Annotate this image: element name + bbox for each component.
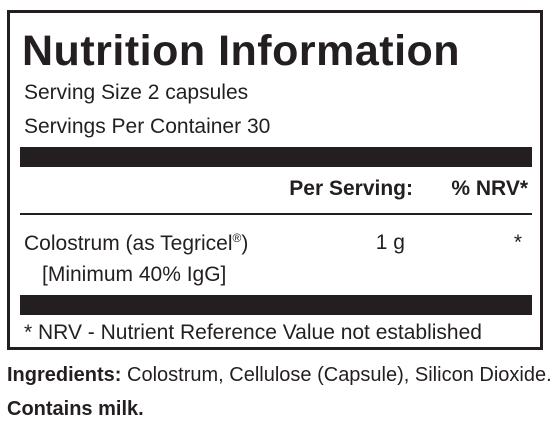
ingredients-text: Colostrum, Cellulose (Capsule), Silicon … <box>127 364 552 386</box>
ingredients-label: Ingredients: <box>7 364 122 386</box>
nutrient-name-close: ) <box>241 232 249 255</box>
nutrient-name: Colostrum (as Tegricel®) <box>24 231 248 256</box>
nutrient-amount: 1 g <box>375 231 405 254</box>
servings-per-container: Servings Per Container 30 <box>24 115 271 138</box>
nrv-footnote: * NRV - Nutrient Reference Value not est… <box>24 321 482 344</box>
top-divider-bar <box>20 147 532 167</box>
registered-mark: ® <box>232 231 242 245</box>
panel-title: Nutrition Information <box>22 27 461 75</box>
nutrient-note: [Minimum 40% IgG] <box>42 263 227 286</box>
bottom-divider-bar <box>20 295 532 315</box>
ingredients-line: Ingredients: Colostrum, Cellulose (Capsu… <box>7 364 552 387</box>
nutrient-name-text: Colostrum (as Tegricel <box>24 232 233 255</box>
per-serving-header: Per Serving: <box>289 177 413 200</box>
allergen-statement: Contains milk. <box>7 398 144 420</box>
nutrient-nrv: * <box>513 231 522 254</box>
nrv-header: % NRV* <box>451 177 528 200</box>
serving-size: Serving Size 2 capsules <box>24 81 249 104</box>
header-rule <box>20 213 532 215</box>
nutrition-panel: Nutrition Information Serving Size 2 cap… <box>7 10 543 350</box>
